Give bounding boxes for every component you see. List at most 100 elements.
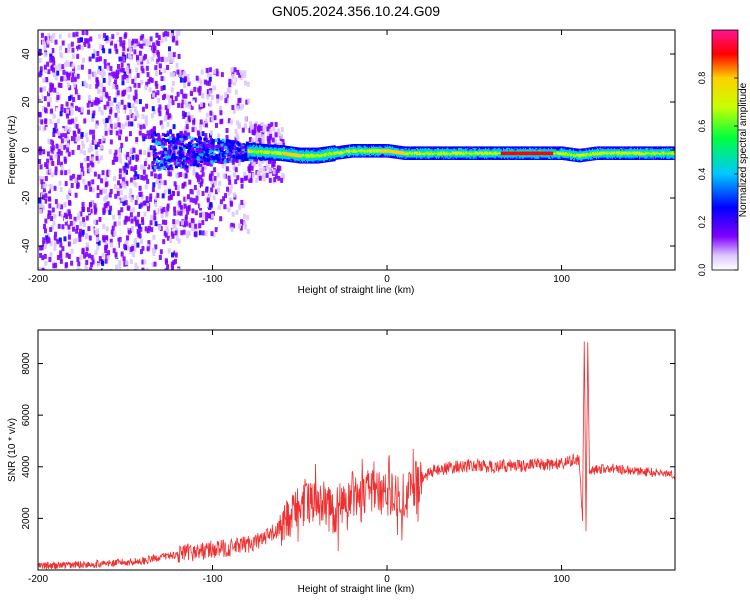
heatmap-cell xyxy=(381,154,383,157)
heatmap-cell xyxy=(334,150,336,152)
heatmap-cell xyxy=(324,157,327,159)
heatmap-cell xyxy=(419,151,421,153)
heatmap-cell xyxy=(50,215,54,221)
heatmap-cell xyxy=(146,59,150,65)
heatmap-cell xyxy=(272,156,274,159)
heatmap-cell xyxy=(333,147,335,150)
heatmap-cell xyxy=(396,151,398,153)
heatmap-cell xyxy=(92,110,96,116)
heatmap-cell xyxy=(84,184,88,190)
heatmap-cell xyxy=(122,170,126,176)
heatmap-cell xyxy=(252,145,254,148)
heatmap-cell xyxy=(423,158,425,160)
heatmap-cell xyxy=(366,152,369,154)
heatmap-cell xyxy=(183,83,187,89)
heatmap-cell xyxy=(311,147,313,150)
heatmap-cell xyxy=(363,151,365,153)
heatmap-cell xyxy=(285,151,287,154)
heatmap-cell xyxy=(422,153,424,156)
heatmap-cell xyxy=(394,149,396,152)
heatmap-cell xyxy=(346,156,349,159)
heatmap-cell xyxy=(408,148,410,151)
heatmap-cell xyxy=(418,156,420,158)
heatmap-cell xyxy=(327,151,329,153)
heatmap-cell xyxy=(262,145,264,147)
heatmap-cell xyxy=(344,148,347,151)
heatmap-cell xyxy=(309,147,311,150)
heatmap-cell xyxy=(202,214,206,220)
heatmap-cell xyxy=(297,160,299,163)
heatmap-cell xyxy=(380,145,382,147)
heatmap-cell xyxy=(416,151,418,153)
heatmap-cell xyxy=(284,157,286,160)
heatmap-cell xyxy=(312,162,314,164)
heatmap-cell xyxy=(345,149,348,152)
heatmap-cell xyxy=(314,157,316,159)
heatmap-cell xyxy=(379,153,381,156)
heatmap-cell xyxy=(364,146,367,148)
heatmap-cell xyxy=(265,172,269,178)
heatmap-cell xyxy=(234,179,238,185)
heatmap-cell xyxy=(267,146,269,149)
heatmap-cell xyxy=(255,156,258,159)
heatmap-cell xyxy=(248,153,250,156)
heatmap-cell xyxy=(339,149,341,151)
heatmap-cell xyxy=(173,181,177,187)
heatmap-cell xyxy=(41,105,45,111)
heatmap-cell xyxy=(347,152,350,155)
heatmap-cell xyxy=(164,105,168,111)
heatmap-cell xyxy=(89,129,93,135)
heatmap-cell xyxy=(420,148,422,151)
heatmap-cell xyxy=(298,151,301,153)
heatmap-cell xyxy=(398,155,400,157)
heatmap-cell xyxy=(63,62,67,68)
heatmap-cell xyxy=(249,157,251,159)
heatmap-cell xyxy=(184,214,188,220)
heatmap-cell xyxy=(315,154,317,157)
heatmap-cell xyxy=(291,148,293,151)
heatmap-cell xyxy=(70,109,74,115)
heatmap-cell xyxy=(141,217,145,223)
heatmap-cell xyxy=(294,157,296,160)
heatmap-cell xyxy=(342,150,345,152)
heatmap-cell xyxy=(38,150,42,156)
heatmap-cell xyxy=(361,146,363,148)
heatmap-cell xyxy=(381,147,383,150)
heatmap-cell xyxy=(324,156,327,158)
heatmap-cell xyxy=(251,152,253,155)
heatmap-cell xyxy=(385,145,387,147)
heatmap-cell xyxy=(243,80,247,86)
heatmap-cell xyxy=(83,41,87,47)
heatmap-cell xyxy=(305,157,307,159)
heatmap-cell xyxy=(404,152,406,154)
heatmap-cell xyxy=(247,148,249,151)
heatmap-cell xyxy=(163,67,167,73)
heatmap-cell xyxy=(424,146,426,148)
heatmap-cell xyxy=(191,208,195,214)
heatmap-cell xyxy=(222,103,226,109)
heatmap-cell xyxy=(120,99,124,105)
heatmap-cell xyxy=(73,122,77,128)
heatmap-cell xyxy=(387,154,390,157)
heatmap-cell xyxy=(59,51,63,57)
heatmap-cell xyxy=(255,138,259,144)
heatmap-cell xyxy=(399,146,401,149)
heatmap-cell xyxy=(210,231,214,237)
heatmap-cell xyxy=(45,164,49,170)
heatmap-cell xyxy=(332,156,334,158)
heatmap-cell xyxy=(232,192,236,198)
heatmap-cell xyxy=(100,144,104,150)
heatmap-cell xyxy=(101,91,105,97)
heatmap-cell xyxy=(65,209,69,215)
heatmap-cell xyxy=(355,148,357,151)
heatmap-cell xyxy=(324,154,327,157)
heatmap-cell xyxy=(251,157,253,160)
heatmap-cell xyxy=(418,148,420,151)
heatmap-cell xyxy=(354,152,356,154)
heatmap-cell xyxy=(102,87,106,93)
heatmap-cell xyxy=(211,139,215,143)
heatmap-cell xyxy=(107,250,111,256)
heatmap-cell xyxy=(406,147,408,150)
heatmap-cell xyxy=(380,152,382,154)
heatmap-cell xyxy=(66,129,70,135)
